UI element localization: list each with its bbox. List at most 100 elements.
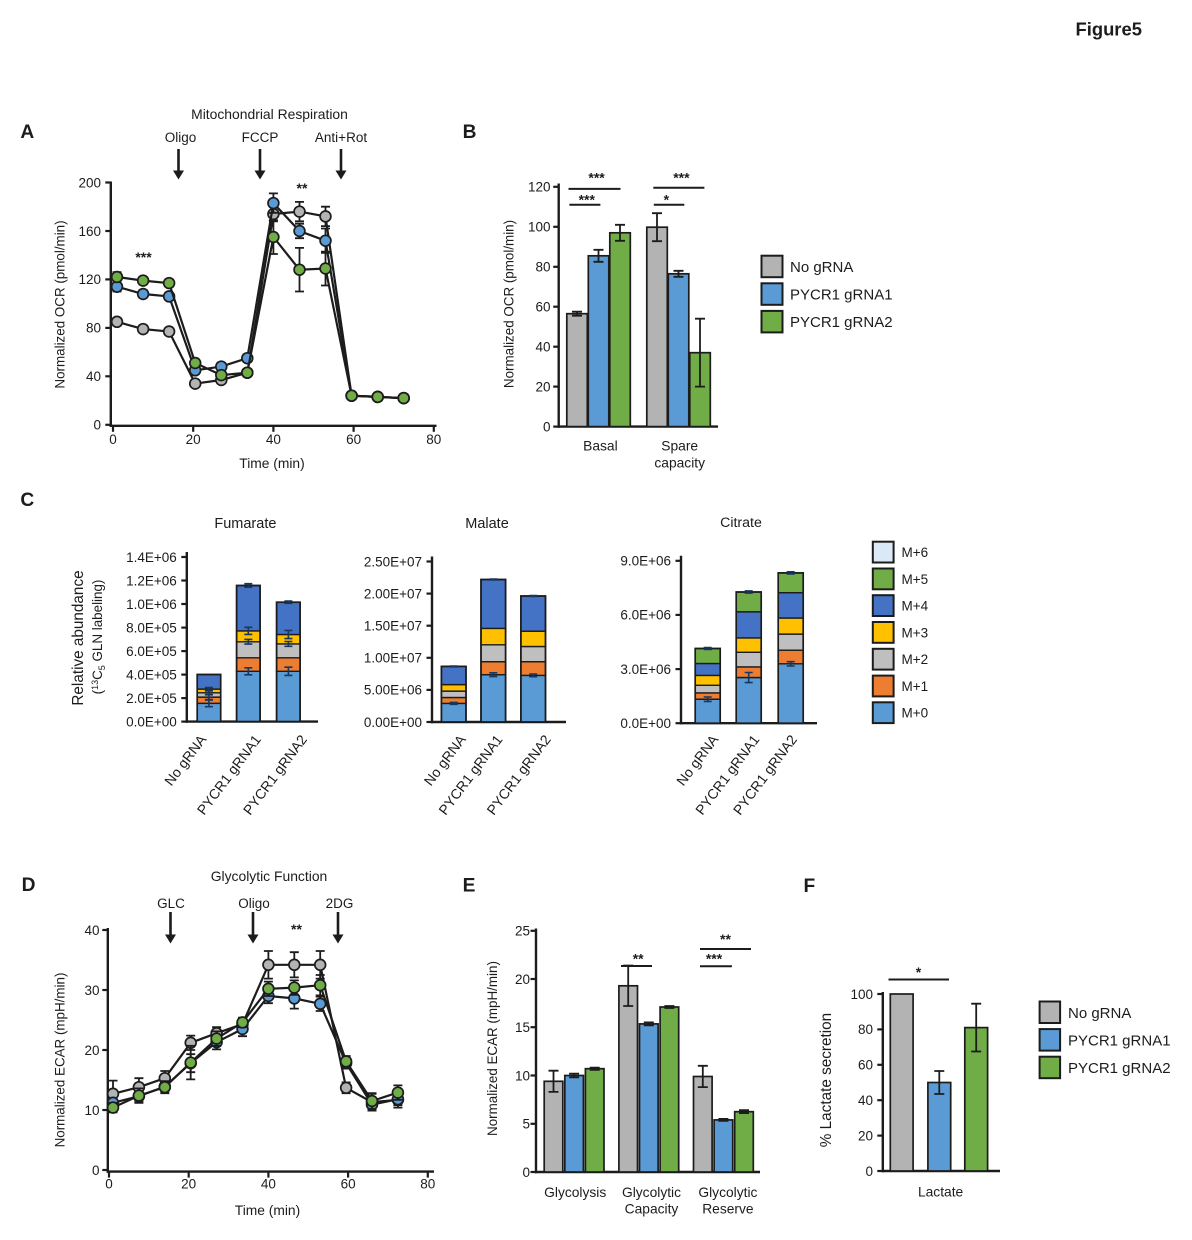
svg-text:6.0E+06: 6.0E+06 (620, 608, 671, 623)
svg-text:40: 40 (858, 1093, 873, 1108)
svg-text:20: 20 (515, 972, 530, 987)
svg-text:M+5: M+5 (902, 572, 929, 587)
svg-text:0: 0 (543, 419, 551, 434)
svg-text:0: 0 (93, 418, 101, 433)
svg-text:*: * (664, 192, 670, 208)
svg-text:80: 80 (535, 260, 550, 275)
svg-text:2.00E+07: 2.00E+07 (364, 586, 422, 601)
svg-text:C: C (20, 490, 34, 511)
svg-text:***: *** (135, 249, 152, 265)
svg-text:No gRNA: No gRNA (790, 259, 853, 276)
svg-text:200: 200 (78, 175, 101, 190)
svg-text:Glycolysis: Glycolysis (544, 1185, 606, 1200)
svg-text:Glycolytic: Glycolytic (698, 1185, 757, 1200)
svg-text:***: *** (706, 951, 723, 967)
svg-text:Reserve: Reserve (702, 1202, 754, 1217)
svg-text:E: E (463, 876, 476, 897)
svg-text:Mitochondrial Respiration: Mitochondrial Respiration (191, 106, 348, 122)
svg-text:40: 40 (535, 340, 550, 355)
svg-text:120: 120 (78, 272, 101, 287)
svg-text:Normalized OCR (pmol/min): Normalized OCR (pmol/min) (502, 220, 517, 388)
svg-text:Time (min): Time (min) (239, 456, 304, 471)
svg-text:Normalized ECAR (mpH/min): Normalized ECAR (mpH/min) (53, 973, 68, 1148)
svg-text:20: 20 (181, 1177, 196, 1192)
svg-text:*: * (916, 964, 922, 980)
svg-text:3.0E+06: 3.0E+06 (620, 662, 671, 677)
svg-text:8.0E+05: 8.0E+05 (126, 620, 177, 635)
svg-text:Oligo: Oligo (238, 896, 270, 911)
svg-text:% Lactate secretion: % Lactate secretion (818, 1013, 835, 1147)
svg-text:4.0E+05: 4.0E+05 (126, 667, 177, 682)
svg-text:0.0E+00: 0.0E+00 (126, 714, 177, 729)
svg-text:M+0: M+0 (902, 706, 929, 721)
svg-text:60: 60 (341, 1177, 356, 1192)
svg-text:25: 25 (515, 924, 530, 939)
svg-text:60: 60 (858, 1058, 873, 1073)
svg-text:40: 40 (86, 369, 101, 384)
svg-text:40: 40 (261, 1177, 276, 1192)
svg-text:**: ** (720, 931, 731, 947)
svg-text:Fumarate: Fumarate (214, 516, 276, 532)
svg-text:Capacity: Capacity (625, 1202, 679, 1217)
svg-text:6.0E+05: 6.0E+05 (126, 644, 177, 659)
svg-text:20: 20 (858, 1128, 873, 1143)
svg-text:20: 20 (535, 379, 550, 394)
svg-text:Normalized OCR (pmol/min): Normalized OCR (pmol/min) (53, 220, 68, 388)
svg-text:***: *** (588, 170, 605, 186)
svg-text:Glycolytic: Glycolytic (622, 1185, 681, 1200)
svg-text:2.50E+07: 2.50E+07 (364, 554, 422, 569)
svg-text:80: 80 (426, 432, 441, 447)
svg-text:10: 10 (84, 1103, 99, 1118)
svg-text:15: 15 (515, 1020, 530, 1035)
svg-text:Oligo: Oligo (165, 130, 197, 145)
svg-text:0.0E+00: 0.0E+00 (620, 716, 671, 731)
svg-text:**: ** (291, 921, 302, 937)
svg-text:Spare: Spare (661, 438, 698, 453)
svg-text:PYCR1 gRNA1: PYCR1 gRNA1 (790, 287, 893, 304)
svg-text:10: 10 (515, 1068, 530, 1083)
svg-text:M+2: M+2 (902, 652, 929, 667)
svg-text:M+4: M+4 (902, 599, 929, 614)
svg-text:B: B (463, 122, 477, 143)
svg-text:160: 160 (78, 224, 101, 239)
svg-text:1.0E+06: 1.0E+06 (126, 597, 177, 612)
svg-text:40: 40 (266, 432, 281, 447)
svg-text:2.0E+05: 2.0E+05 (126, 691, 177, 706)
svg-text:Citrate: Citrate (720, 515, 762, 531)
svg-text:60: 60 (535, 300, 550, 315)
svg-text:0: 0 (865, 1164, 873, 1179)
svg-text:Lactate: Lactate (918, 1185, 964, 1200)
svg-text:0: 0 (109, 432, 117, 447)
svg-text:40: 40 (84, 923, 99, 938)
svg-text:120: 120 (528, 180, 551, 195)
svg-text:80: 80 (86, 321, 101, 336)
svg-text:***: *** (579, 192, 596, 208)
svg-text:A: A (20, 122, 34, 143)
svg-text:60: 60 (346, 432, 361, 447)
svg-text:0: 0 (92, 1163, 100, 1178)
svg-text:0: 0 (522, 1165, 530, 1180)
svg-text:Figure5: Figure5 (1076, 19, 1142, 40)
svg-text:5: 5 (522, 1117, 530, 1132)
svg-text:Basal: Basal (583, 438, 618, 453)
svg-text:Time (min): Time (min) (235, 1203, 300, 1218)
svg-text:(13C5 GLN labeling): (13C5 GLN labeling) (90, 580, 107, 695)
svg-text:30: 30 (84, 983, 99, 998)
svg-text:**: ** (633, 951, 644, 967)
svg-text:1.50E+07: 1.50E+07 (364, 619, 422, 634)
svg-text:PYCR1 gRNA1: PYCR1 gRNA1 (1068, 1032, 1171, 1049)
svg-text:Glycolytic Function: Glycolytic Function (211, 868, 328, 884)
svg-text:PYCR1 gRNA2: PYCR1 gRNA2 (1068, 1060, 1171, 1077)
svg-text:**: ** (297, 180, 308, 196)
svg-text:PYCR1 gRNA2: PYCR1 gRNA2 (790, 314, 893, 331)
svg-text:9.0E+06: 9.0E+06 (620, 554, 671, 569)
svg-text:1.2E+06: 1.2E+06 (126, 573, 177, 588)
svg-text:0.00E+00: 0.00E+00 (364, 715, 422, 730)
svg-text:M+6: M+6 (902, 545, 929, 560)
svg-text:No gRNA: No gRNA (1068, 1005, 1131, 1022)
svg-text:M+1: M+1 (902, 679, 929, 694)
svg-text:D: D (22, 875, 36, 896)
svg-text:Malate: Malate (465, 516, 509, 532)
svg-text:1.00E+07: 1.00E+07 (364, 651, 422, 666)
svg-text:M+3: M+3 (902, 625, 929, 640)
